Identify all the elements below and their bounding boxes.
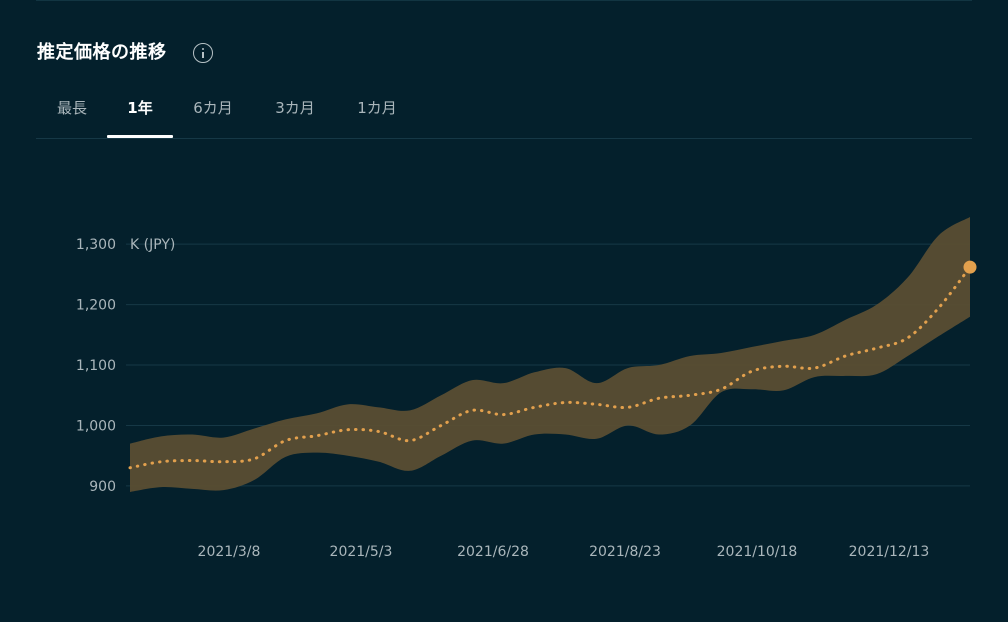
y-tick-label: 1,200 [76,298,116,314]
latest-price-marker [963,260,977,274]
panel-header: 推定価格の推移 [37,38,213,68]
tab-1-month[interactable]: 1カ月 [357,99,397,117]
tab-longest[interactable]: 最長 [56,99,87,117]
y-tick-label: 900 [89,479,116,495]
x-tick-label: 2021/8/23 [589,544,661,560]
period-tabs: 最長 1年 6カ月 3カ月 1カ月 [36,88,972,139]
top-divider [36,0,972,1]
estimated-price-line [128,265,972,470]
tab-3-months[interactable]: 3カ月 [275,99,315,117]
panel-title: 推定価格の推移 [37,42,167,63]
tab-1-year[interactable]: 1年 [107,88,173,138]
info-circle-icon[interactable] [192,43,213,63]
x-tick-label: 2021/12/13 [849,544,930,560]
x-tick-label: 2021/5/3 [330,544,393,560]
y-tick-label: 1,000 [76,418,116,434]
x-tick-label: 2021/6/28 [457,544,529,560]
unit-label: K (JPY) [130,237,175,253]
tab-6-months[interactable]: 6カ月 [193,99,233,117]
x-tick-label: 2021/10/18 [717,544,798,560]
y-tick-label: 1,100 [76,358,116,374]
price-range-band [130,216,970,492]
y-tick-label: 1,300 [76,237,116,253]
x-tick-label: 2021/3/8 [198,544,261,560]
